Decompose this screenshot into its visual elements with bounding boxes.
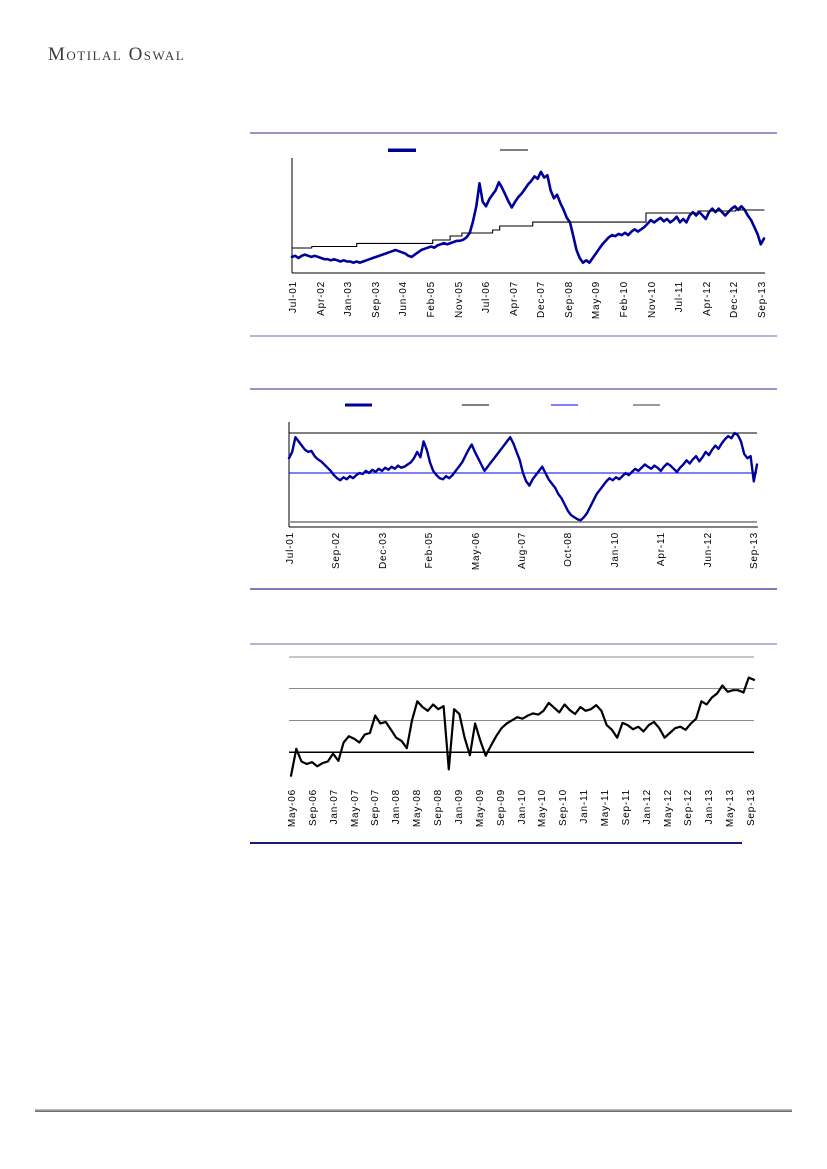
x-tick-label: Sep-09: [495, 789, 507, 827]
chart-series: [289, 676, 756, 777]
separator-bottom-chart1: [250, 335, 777, 337]
x-tick-label: Jul-06: [481, 281, 493, 314]
separator-top-chart3: [250, 643, 777, 645]
x-tick-label: Feb-05: [425, 281, 437, 318]
x-tick-label: Jan-08: [391, 789, 403, 825]
motilal-oswal-logo: Motilal Oswal: [48, 44, 186, 65]
x-tick-label: May-08: [412, 789, 424, 828]
x-tick-label: May-06: [287, 789, 298, 828]
x-tick-label: Sep-13: [746, 789, 757, 827]
chart-series: [287, 431, 759, 522]
x-tick-label: Jul-01: [285, 532, 296, 565]
chart-1: Jul-01 Apr-02 Jan-03 Sep-03 Jun-04 Feb-05 Nov-…: [250, 140, 777, 335]
x-tick-label: Feb-05: [424, 532, 436, 569]
separator-bottom-chart3: [250, 842, 742, 844]
chart-2-plot: [287, 403, 759, 528]
footer-rule: [35, 1109, 792, 1112]
x-tick-label: Sep-12: [683, 789, 695, 827]
x-tick-label: Sep-08: [563, 281, 575, 319]
x-tick-label: Sep-08: [433, 789, 445, 827]
chart-2: Jul-01 Sep-02 Dec-03 Feb-05 May-06 Aug-07 Oct-…: [250, 395, 777, 590]
x-tick-label: May-12: [662, 789, 674, 828]
x-tick-label: Sep-13: [757, 281, 768, 319]
x-tick-label: May-07: [349, 789, 361, 828]
x-tick-label: Feb-10: [619, 281, 631, 318]
x-tick-label: Jul-11: [674, 281, 686, 313]
x-tick-label: Oct-08: [563, 532, 575, 567]
x-tick-label: Apr-07: [508, 281, 520, 316]
x-tick-label: May-09: [474, 789, 486, 828]
x-tick-label: Sep-03: [370, 281, 382, 319]
x-tick-label: May-10: [537, 789, 549, 828]
x-tick-label: Sep-10: [558, 789, 570, 827]
x-tick-label: Jan-09: [453, 789, 465, 825]
x-tick-label: Jan-03: [343, 281, 355, 317]
chart-1-x-axis-labels: Jul-01 Apr-02 Jan-03 Sep-03 Jun-04 Feb-05 Nov-…: [250, 281, 777, 333]
chart-3-x-axis-labels: May-06 Sep-06 Jan-07 May-07 Sep-07 Jan-08 May-…: [250, 789, 777, 841]
x-tick-label: Jan-10: [609, 532, 621, 568]
x-tick-label: Aug-07: [517, 532, 528, 570]
chart-3: May-06 Sep-06 Jan-07 May-07 Sep-07 Jan-08 May-…: [250, 650, 777, 845]
x-tick-label: Apr-02: [315, 281, 327, 316]
x-tick-label: Jun-04: [398, 281, 410, 317]
x-tick-label: Jun-12: [702, 532, 714, 568]
x-tick-label: Sep-02: [331, 532, 343, 570]
x-tick-label: Nov-05: [453, 281, 465, 319]
chart-2-x-axis-labels: Jul-01 Sep-02 Dec-03 Feb-05 May-06 Aug-07 Oct-…: [250, 532, 777, 584]
x-tick-label: May-13: [725, 789, 737, 828]
chart-3-plot: [289, 656, 756, 777]
x-tick-label: May-11: [599, 789, 611, 827]
x-tick-label: Jan-13: [704, 789, 716, 825]
separator-top-chart2: [250, 388, 777, 390]
chart-series: [290, 170, 766, 264]
x-tick-label: Apr-12: [701, 281, 713, 316]
x-tick-label: May-09: [591, 281, 603, 320]
x-tick-label: Sep-11: [620, 789, 632, 826]
separator-top-chart1: [250, 132, 777, 134]
chart-series: [291, 209, 765, 249]
x-tick-label: Jul-01: [288, 281, 299, 314]
chart-1-plot: [290, 148, 766, 274]
x-tick-label: Jan-12: [641, 789, 653, 825]
x-tick-label: Apr-11: [656, 532, 668, 567]
separator-bottom-chart2: [250, 588, 777, 590]
x-tick-label: Jan-10: [516, 789, 528, 825]
x-tick-label: Sep-06: [307, 789, 319, 827]
x-tick-label: Sep-07: [370, 789, 382, 827]
x-tick-label: Jan-11: [579, 789, 591, 824]
x-tick-label: Nov-10: [646, 281, 658, 319]
x-tick-label: Dec-07: [536, 281, 548, 319]
x-tick-label: Dec-03: [377, 532, 389, 570]
x-tick-label: May-06: [470, 532, 482, 571]
x-tick-label: Jan-07: [328, 789, 340, 825]
x-tick-label: Sep-13: [749, 532, 760, 570]
x-tick-label: Dec-12: [729, 281, 741, 319]
